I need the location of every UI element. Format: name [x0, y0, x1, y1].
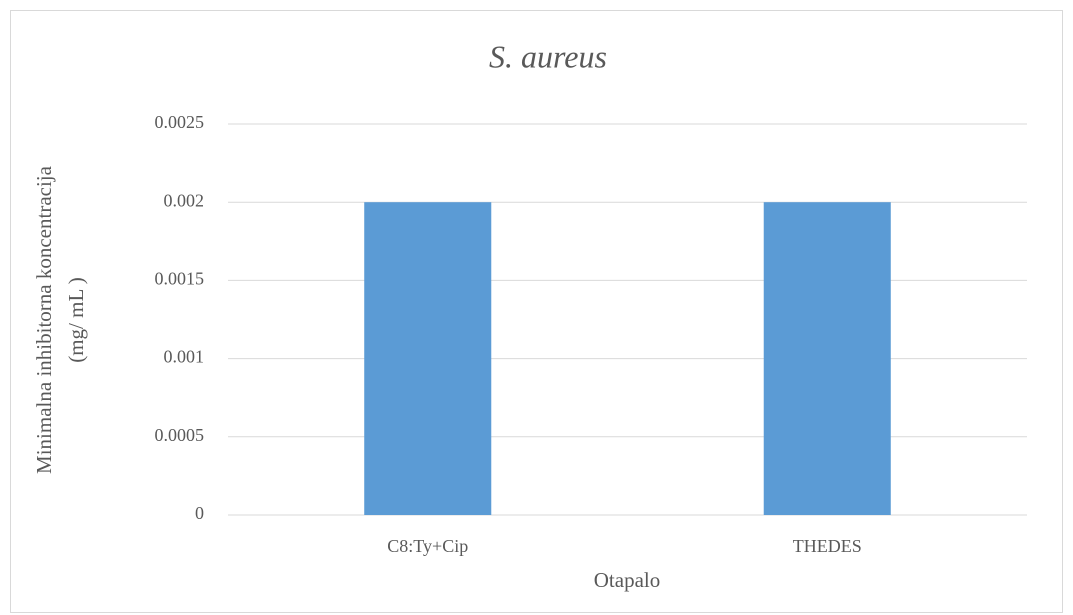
y-tick-label: 0 [195, 503, 204, 523]
y-axis-label: (mg/ mL ) [64, 277, 88, 363]
x-tick-label: THEDES [793, 536, 862, 556]
x-axis-label: Otapalo [594, 568, 660, 592]
bar [763, 202, 891, 515]
chart-title: S. aureus [489, 38, 607, 74]
y-tick-label: 0.0025 [155, 112, 205, 132]
bar [364, 202, 492, 515]
y-axis-label: Minimalna inhibitorna koncentracija [32, 165, 56, 474]
y-tick-label: 0.0015 [155, 269, 205, 289]
y-tick-label: 0.001 [164, 347, 205, 367]
chart-border [10, 10, 1063, 613]
x-tick-label: C8:Ty+Cip [387, 536, 468, 556]
y-tick-label: 0.0005 [155, 425, 205, 445]
y-tick-label: 0.002 [164, 190, 205, 210]
